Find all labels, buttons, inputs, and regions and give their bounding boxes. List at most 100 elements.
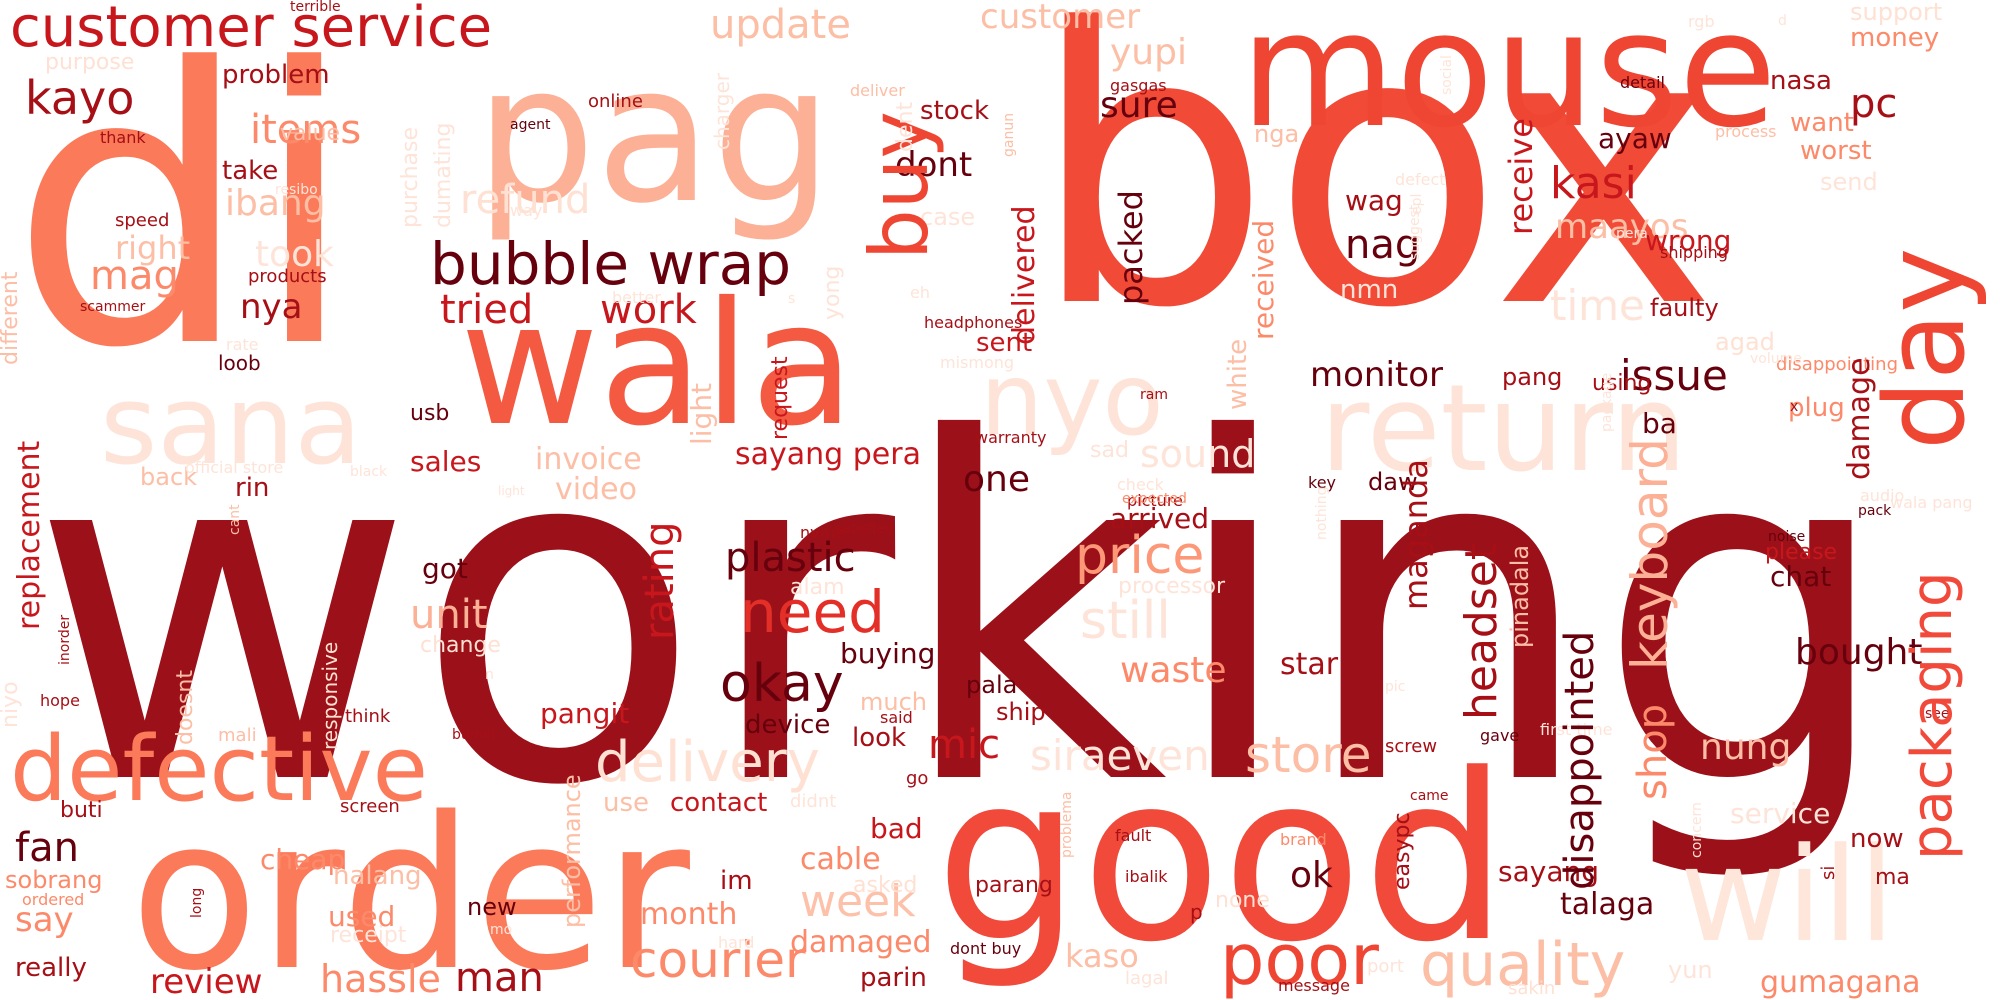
cloud-word: plug [1788,393,1845,423]
cloud-word: screen [340,796,400,817]
cloud-word: purchase [398,127,423,228]
cloud-word: worst [1800,136,1872,166]
cloud-word: detail [1620,73,1665,92]
cloud-word: s [788,291,796,307]
cloud-word: received [1247,219,1280,340]
cloud-word: value [280,121,341,146]
cloud-word: return [1320,360,1687,499]
cloud-word: bought [1795,632,1923,673]
cloud-word: screw [1385,736,1438,757]
cloud-word: maganda [1397,459,1435,610]
cloud-word: alam [790,575,845,600]
cloud-word: look [852,723,907,753]
cloud-word: nya [240,287,303,327]
cloud-word: contact [670,788,768,818]
cloud-word: gasgas [1110,76,1167,95]
cloud-word: ibalik [1125,867,1168,886]
cloud-word: hard [718,933,755,952]
cloud-word: service [1730,797,1831,830]
cloud-word: new [467,893,517,921]
cloud-word: work [600,287,697,333]
cloud-word: time [1550,281,1645,330]
cloud-word: mic [928,722,1001,768]
cloud-word: performance [558,774,586,928]
cloud-word: now [1850,824,1904,854]
cloud-word: problem [222,60,330,90]
cloud-word: really [15,953,87,983]
cloud-word: didnt [790,791,837,812]
cloud-word: right [115,229,191,267]
cloud-word: none [1215,888,1270,913]
cloud-word: sad [1090,438,1129,463]
cloud-word: please [1765,540,1838,565]
cloud-word: noise [1768,529,1806,545]
cloud-word: unit [410,592,488,638]
cloud-word: sana [100,361,362,489]
cloud-word: headphones [924,313,1023,332]
cloud-word: change [420,633,501,658]
cloud-word: sobrang [5,866,103,894]
cloud-word: gumagana [1760,965,1921,1000]
cloud-word: scammer [80,299,146,315]
cloud-word: ma [1875,865,1910,890]
cloud-word: headset [1456,542,1507,720]
cloud-word: purpose [45,50,135,75]
cloud-word: sakin [1508,978,1556,999]
cloud-word: cable [800,842,881,877]
cloud-word: working [30,341,1895,888]
cloud-word: online [588,91,643,112]
cloud-word: warranty [975,428,1047,447]
cloud-word: courier [630,931,806,989]
cloud-word: expected [1122,491,1187,507]
cloud-word: doesnt [173,670,198,745]
cloud-word: parang [975,873,1053,898]
cloud-word: pinadala [1506,544,1534,648]
cloud-word: di [10,0,357,431]
cloud-word: mali [218,725,257,746]
cloud-word: keyboard [1621,438,1679,670]
cloud-word: stock [920,96,989,126]
cloud-word: video [555,472,637,507]
cloud-word: nung [1700,727,1792,768]
cloud-word: day [1861,247,1989,450]
cloud-word: problema [1059,791,1075,858]
cloud-word: request [768,356,793,440]
cloud-word: yupi [1110,32,1187,73]
cloud-word: agad [1715,328,1775,356]
cloud-word: sayang pera [735,437,921,472]
cloud-word: monitor [1310,355,1444,395]
cloud-word: one [963,459,1030,500]
cloud-word: ok [1290,855,1333,896]
cloud-word: want [1790,108,1854,138]
cloud-word: asked [853,873,918,898]
cloud-word: resibo [275,182,318,198]
cloud-word: chat [1770,560,1832,593]
cloud-word: white [1223,338,1253,410]
cloud-word: mo [490,922,513,938]
cloud-word: pic [1385,679,1406,695]
cloud-word: support [1850,0,1943,26]
cloud-word: message [1278,976,1350,995]
cloud-word: ordered [22,890,85,909]
cloud-word: processor [1118,574,1226,599]
cloud-word: maayos [1555,207,1689,247]
cloud-word: okay [720,654,844,714]
cloud-word: bubble wrap [430,230,792,298]
cloud-word: money [1850,23,1940,53]
cloud-word: pang [1502,363,1563,391]
cloud-word: check [1117,475,1164,494]
cloud-word: bumili [452,727,496,743]
cloud-word: need [740,578,885,646]
cloud-word: got [422,552,468,585]
cloud-word: send [1820,168,1878,196]
cloud-word: good [935,726,1509,993]
cloud-word: nga [1254,120,1300,148]
cloud-word: pera [1616,226,1648,242]
cloud-word: picture [1127,491,1183,510]
cloud-word: d [1778,13,1787,29]
cloud-word: social [1439,55,1455,95]
cloud-word: wrong [1645,224,1732,257]
cloud-word: long [189,887,205,918]
cloud-word: plastic [725,535,856,581]
